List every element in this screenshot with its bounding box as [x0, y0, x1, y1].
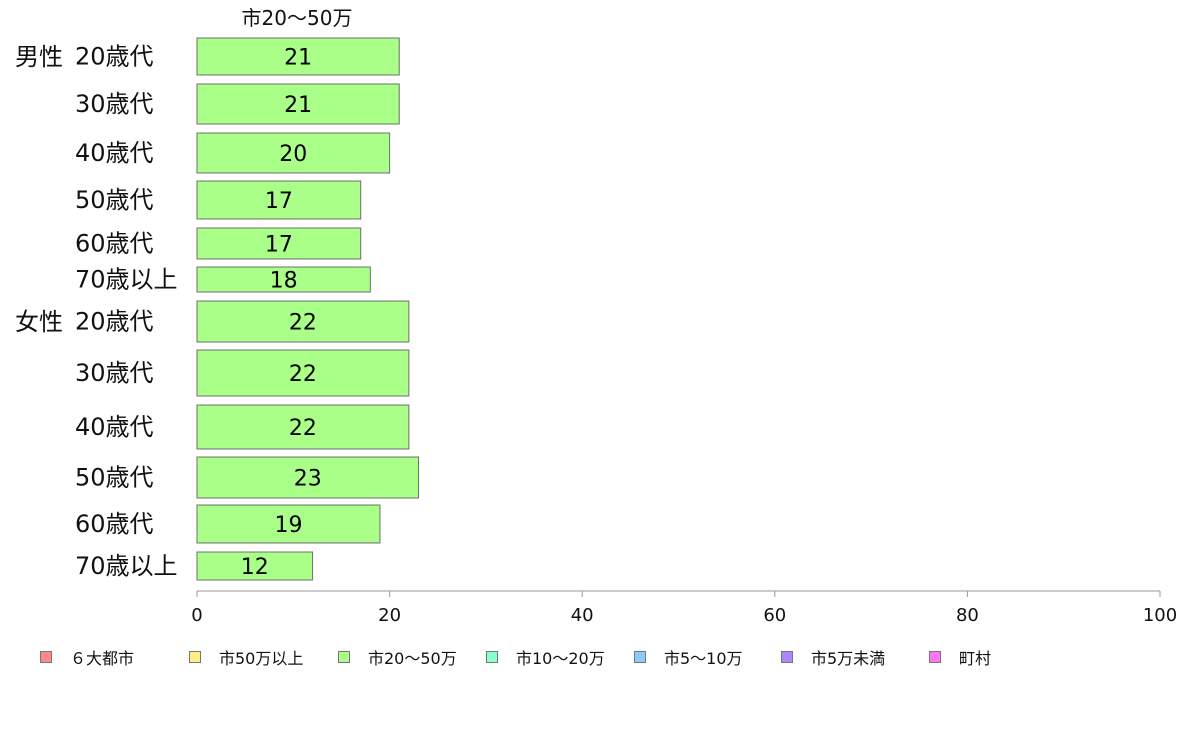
group-label-female: 女性	[15, 308, 63, 336]
category-label: 70歳以上	[75, 266, 178, 294]
bar-value-label: 20	[279, 142, 307, 167]
bar-value-label: 22	[289, 416, 317, 441]
legend-swatch	[189, 651, 201, 663]
category-label: 70歳以上	[75, 552, 178, 580]
bar-value-label: 19	[274, 513, 302, 538]
group-label-male: 男性	[15, 43, 63, 71]
legend-label: 市10〜20万	[516, 649, 605, 668]
legend-item: ６大都市	[40, 645, 134, 669]
legend-item: 市20〜50万	[338, 645, 457, 669]
bar-value-label: 22	[289, 311, 317, 336]
legend-label: 市5〜10万	[664, 649, 743, 668]
x-tick-label: 40	[571, 605, 594, 626]
bar	[196, 83, 400, 125]
bar-value-label: 17	[265, 233, 293, 258]
legend-label: 市5万未満	[811, 649, 886, 668]
legend-label: 町村	[959, 649, 992, 668]
category-label: 20歳代	[75, 308, 154, 336]
bar	[196, 504, 381, 544]
legend-label: 市20〜50万	[368, 649, 457, 668]
legend-swatch	[338, 651, 350, 663]
bar	[196, 180, 362, 220]
chart-title: 市20〜50万	[242, 6, 353, 30]
bar-value-label: 21	[284, 46, 312, 71]
legend-swatch	[634, 651, 646, 663]
legend-item: 町村	[929, 645, 991, 669]
category-label: 50歳代	[75, 186, 154, 214]
bar	[196, 404, 410, 450]
bar-value-label: 17	[265, 189, 293, 214]
bar	[196, 349, 410, 397]
legend-item: 市50万以上	[189, 645, 303, 669]
legend-label: 市50万以上	[219, 649, 304, 668]
x-tick-label: 20	[378, 605, 401, 626]
x-axis-ticks: 0 20 40 60 80 100	[191, 591, 1177, 626]
legend-item: 市10〜20万	[486, 645, 605, 669]
bar	[196, 300, 410, 343]
category-label: 60歳代	[75, 510, 154, 538]
bar-value-label: 21	[284, 93, 312, 118]
legend-item: 市5〜10万	[634, 645, 743, 669]
x-tick-label: 0	[191, 605, 202, 626]
category-label: 30歳代	[75, 359, 154, 387]
legend-label: ６大都市	[70, 649, 135, 668]
category-label: 50歳代	[75, 464, 154, 492]
bar-value-label: 12	[241, 555, 269, 580]
x-tick-label: 80	[956, 605, 979, 626]
bar-value-label: 22	[289, 362, 317, 387]
category-label: 20歳代	[75, 43, 154, 71]
bar	[196, 227, 362, 260]
category-label: 30歳代	[75, 90, 154, 118]
x-tick-label: 100	[1143, 605, 1177, 626]
legend-swatch	[486, 651, 498, 663]
bar-rows: 20歳代 21 30歳代 21 40歳代 20 50歳代 17 60歳代 17 70歳以上 18 20歳…	[75, 37, 419, 581]
bar-value-label: 23	[294, 467, 322, 492]
category-label: 40歳代	[75, 139, 154, 167]
category-label: 40歳代	[75, 413, 154, 441]
legend-swatch	[929, 651, 941, 663]
legend-swatch	[40, 651, 52, 663]
bar	[196, 132, 391, 174]
x-tick-label: 60	[763, 605, 786, 626]
legend-item: 市5万未満	[781, 645, 885, 669]
bar	[196, 37, 400, 76]
legend-swatch	[781, 651, 793, 663]
category-label: 60歳代	[75, 230, 154, 258]
bar	[196, 266, 371, 293]
bar-value-label: 18	[270, 269, 298, 294]
bar	[196, 551, 314, 581]
bar	[196, 456, 419, 499]
